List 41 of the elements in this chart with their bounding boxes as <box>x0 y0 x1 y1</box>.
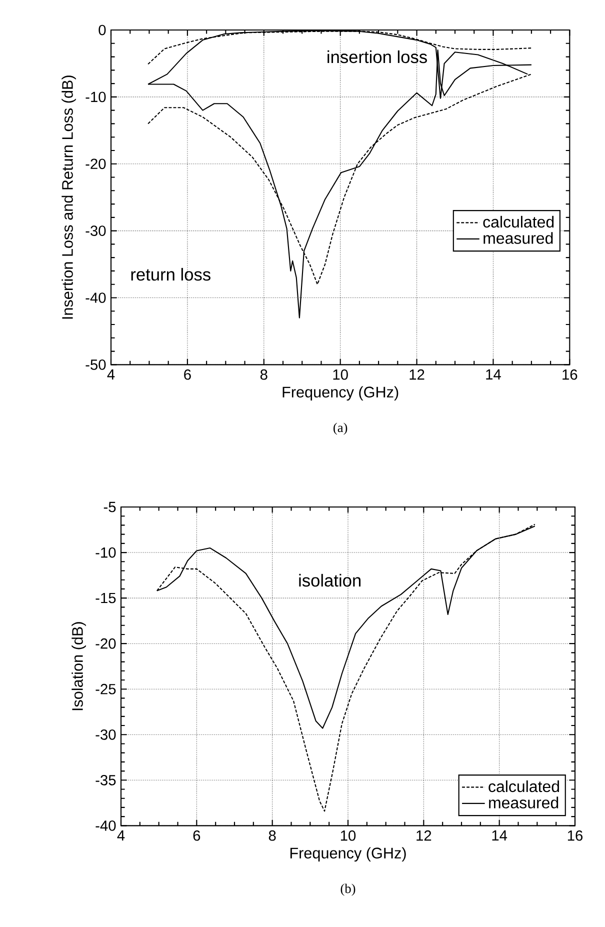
x-tick-label: 16 <box>562 369 578 380</box>
annotation: return loss <box>131 268 210 281</box>
y-tick-label: -20 <box>96 638 116 649</box>
y-tick-label: -15 <box>96 592 116 604</box>
legend-label: calculated <box>488 780 559 792</box>
legend-label: measured <box>484 232 553 244</box>
x-tick-label: 4 <box>117 830 125 840</box>
x-tick-label: 10 <box>333 369 348 380</box>
x-tick-label: 8 <box>260 369 268 380</box>
y-tick-label: -30 <box>96 729 116 740</box>
y-tick-label: -20 <box>86 158 106 170</box>
x-axis-title: Frequency (GHz) <box>290 847 406 862</box>
y-tick-label: -35 <box>96 774 116 786</box>
x-tick-label: 10 <box>340 830 356 841</box>
y-tick-label: -5 <box>104 502 116 512</box>
text: (b) <box>340 884 356 896</box>
x-axis-title: Frequency (GHz) <box>282 386 398 401</box>
x-tick-label: 6 <box>184 369 191 380</box>
annotation: insertion loss <box>328 50 427 64</box>
y-tick-label: -40 <box>96 820 116 831</box>
x-tick-label: 12 <box>416 830 432 841</box>
x-tick-label: 4 <box>107 369 115 380</box>
y-tick-label: -30 <box>86 226 106 236</box>
y-tick-label: -25 <box>96 684 116 694</box>
x-tick-label: 12 <box>410 369 424 380</box>
text: (a) <box>334 422 348 435</box>
y-tick-label: 0 <box>98 24 106 36</box>
y-tick-label: -50 <box>86 359 106 370</box>
x-tick-label: 8 <box>268 830 276 841</box>
legend-label: measured <box>489 796 558 808</box>
x-tick-label: 14 <box>492 830 508 840</box>
y-axis-title: Insertion Loss and Return Loss (dB) <box>62 76 76 319</box>
y-tick-label: -40 <box>86 292 106 303</box>
x-tick-label: 6 <box>193 830 200 841</box>
y-tick-label: -10 <box>96 547 116 558</box>
x-tick-label: 16 <box>568 830 582 841</box>
y-tick-label: -10 <box>86 92 106 102</box>
y-axis-title: Isolation (dB) <box>72 622 86 710</box>
legend-label: calculated <box>483 216 554 228</box>
annotation: isolation <box>299 574 360 587</box>
x-tick-label: 14 <box>486 369 501 380</box>
